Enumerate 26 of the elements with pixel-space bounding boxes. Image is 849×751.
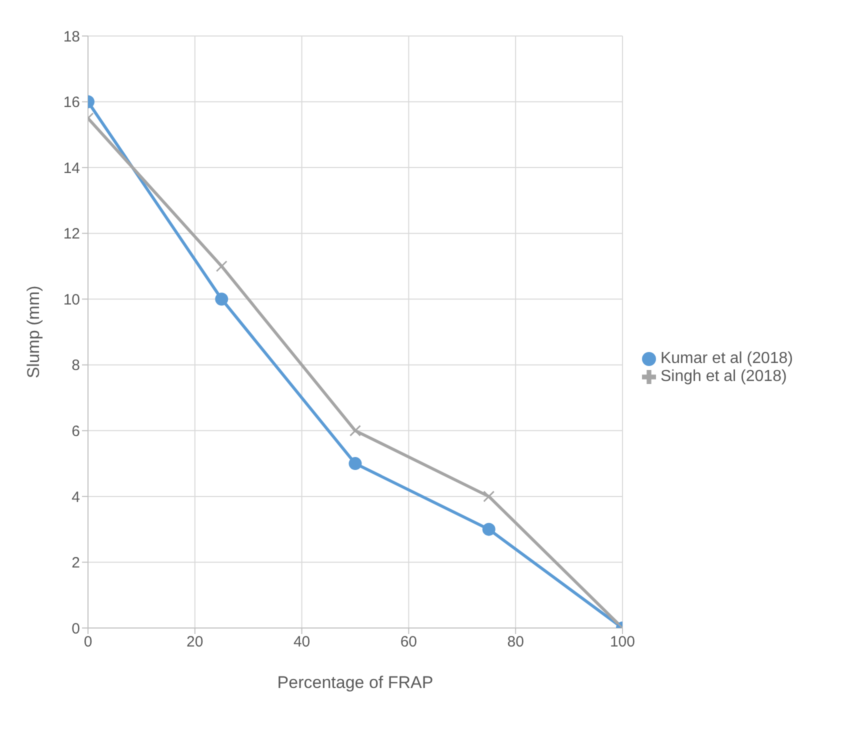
point: [482, 522, 496, 536]
y-tick-label: 10: [63, 291, 80, 308]
y-tick-label: 4: [72, 488, 80, 506]
y-axis-title: Slump (mm): [24, 286, 44, 378]
y-tick-label: 16: [63, 94, 80, 112]
x-tick-label: 40: [293, 634, 310, 651]
y-tick-label: 6: [72, 422, 80, 440]
x-tick-label: 80: [507, 634, 524, 651]
x-tick-label: 20: [186, 634, 204, 651]
x-tick-label: 60: [400, 634, 418, 651]
y-tick-label: 14: [63, 160, 80, 177]
point: [483, 490, 495, 502]
legend-label: Singh et al (2018): [660, 368, 787, 385]
point: [349, 424, 361, 436]
y-tick-label: 18: [63, 28, 80, 46]
point: [216, 260, 228, 272]
legend-label: Kumar et al (2018): [660, 350, 793, 367]
x-tick-label: 0: [84, 634, 92, 651]
y-tick-label: 2: [72, 554, 80, 572]
y-tick-label: 8: [72, 357, 80, 374]
x-axis-title: Percentage of FRAP: [277, 673, 434, 692]
point: [215, 292, 228, 306]
y-tick-label: 12: [63, 226, 80, 243]
point: [348, 457, 362, 470]
x-tick-label: 100: [610, 634, 635, 651]
y-tick-label: 0: [72, 620, 80, 638]
